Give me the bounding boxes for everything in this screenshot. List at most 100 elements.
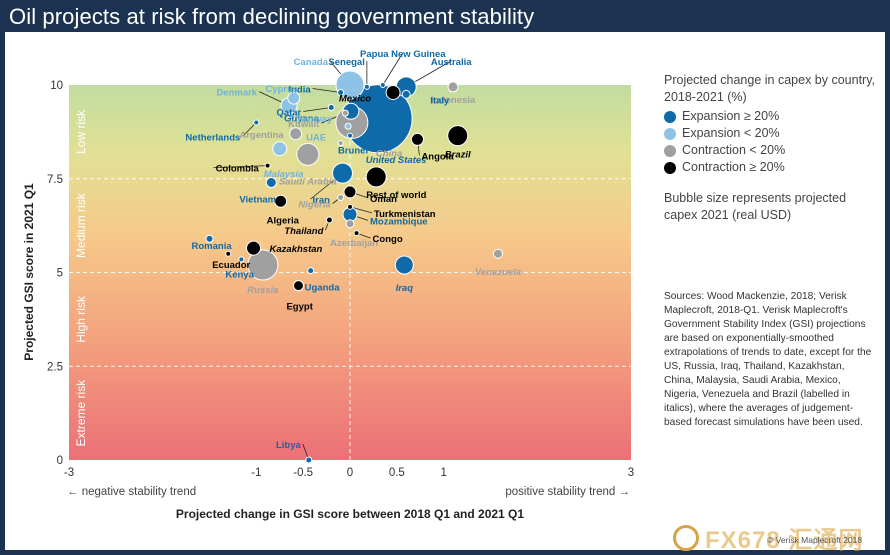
trend-right-label: positive stability trend →: [505, 486, 630, 498]
y-tick-label: 0: [57, 455, 63, 467]
label-kuwait: Kuwait: [288, 119, 320, 130]
bubbles: [205, 70, 503, 464]
label-uk: UK: [297, 149, 311, 160]
bubble-senegal: [363, 83, 370, 90]
label-guyana: Guyana: [284, 113, 320, 124]
label-vietnam: Vietnam: [239, 195, 276, 206]
bubble-saudi-arabia: [296, 142, 320, 166]
chart-panel: Low risk Medium risk High risk Extreme risk…: [5, 32, 885, 554]
legend-item-label: Contraction < 20%: [682, 143, 786, 157]
legend-dot-icon: [664, 127, 676, 140]
label-oman: Oman: [370, 194, 397, 205]
bubble-romania: [205, 234, 214, 243]
label-iran: Iran: [313, 195, 331, 206]
copyright-credit: © Verisk Maplecroft 2018: [767, 535, 863, 545]
label-italy: Italy: [430, 95, 450, 106]
bubble-oman: [343, 185, 357, 199]
x-tick-label: 1: [440, 467, 446, 479]
label-thailand: Thailand: [284, 226, 323, 237]
label-mexico: Mexico: [339, 94, 371, 105]
x-tick-label: 0.5: [389, 467, 405, 479]
label-china: China: [376, 149, 402, 160]
sources-note: Sources: Wood Mackenzie, 2018; Verisk Ma…: [664, 291, 872, 428]
bubble-malaysia: [272, 141, 288, 157]
leader-papua-new-guinea: [382, 52, 404, 86]
risk-band-label: Extreme risk: [74, 379, 88, 447]
label-ecuador: Ecuador: [212, 260, 250, 271]
bubble-size-note: Bubble size represents projected capex 2…: [664, 191, 847, 222]
bubble-kazakhstan: [246, 240, 262, 256]
bubble-norway: [288, 113, 296, 121]
leader-india: [312, 88, 341, 93]
label-papua-new-guinea: Papua New Guinea: [360, 49, 446, 60]
label-turkmenistan: Turkmenistan: [374, 209, 436, 220]
label-egypt: Egypt: [286, 302, 313, 313]
bubble-indonesia: [447, 81, 459, 93]
label-indonesia: Indonesia: [431, 95, 476, 106]
bubble-kuwait: [341, 109, 349, 117]
label-mozambique: Mozambique: [370, 216, 428, 227]
risk-bands: Low risk Medium risk High risk Extreme risk: [74, 109, 88, 447]
bubble-kenya: [238, 256, 245, 263]
y-tick-label: 2.5: [47, 361, 63, 373]
legend-item-label: Expansion ≥ 20%: [682, 109, 780, 123]
bubble-qatar: [327, 104, 335, 111]
bubble-papua-new-guinea: [379, 82, 386, 88]
label-uae: UAE: [306, 132, 326, 143]
label-malaysia: Malaysia: [264, 169, 304, 180]
label-azerbaijan: Azerbaijan: [330, 238, 378, 249]
label-libya: Libya: [276, 440, 302, 451]
bubble-ecuador: [225, 250, 232, 257]
risk-band-label: Medium risk: [74, 192, 88, 258]
legend-item-label: Contraction ≥ 20%: [682, 160, 785, 174]
legend-dot-icon: [664, 144, 676, 157]
label-qatar: Qatar: [276, 108, 301, 119]
legend-item-expansion-small: Expansion < 20%: [664, 125, 879, 142]
legend-dot-icon: [664, 161, 676, 174]
risk-band-label: High risk: [74, 295, 88, 343]
label-denmark: Denmark: [216, 88, 257, 99]
x-tick-label: -1: [251, 467, 261, 479]
x-tick-label: 0: [347, 467, 353, 479]
label-senegal: Senegal: [328, 57, 364, 68]
label-angola: Angola: [421, 151, 454, 162]
legend-item-label: Expansion < 20%: [682, 126, 780, 140]
bubble-russia: [247, 249, 279, 281]
label-congo: Congo: [373, 234, 403, 245]
bubble-uganda: [307, 267, 315, 275]
leader-netherlands: [242, 122, 257, 137]
bubble-venezuela: [492, 248, 503, 259]
bubble-egypt: [292, 280, 304, 292]
leader-qatar: [303, 107, 332, 112]
bubble-azerbaijan: [345, 219, 355, 229]
label-netherlands: Netherlands: [185, 133, 240, 144]
label-uganda: Uganda: [305, 283, 341, 294]
bubble-colombia: [264, 162, 271, 169]
label-russia: Russia: [247, 285, 278, 296]
label-united-states: United States: [366, 155, 427, 166]
bubble-nigeria: [337, 194, 345, 201]
bubble-chart: Low risk Medium risk High risk Extreme risk…: [22, 49, 634, 521]
y-tick-label: 10: [50, 80, 63, 92]
bubble-italy: [401, 89, 411, 99]
y-tick-label: 7.5: [47, 174, 63, 186]
bubble-angola: [410, 132, 424, 146]
legend: Projected change in capex by country, 20…: [664, 72, 879, 224]
label-saudi-arabia: Saudi Arabia: [279, 176, 337, 187]
bubble-iraq: [394, 255, 414, 275]
legend-dot-icon: [664, 110, 676, 123]
label-romania: Romania: [192, 241, 233, 252]
label-canada: Canada: [294, 57, 329, 68]
legend-title: Projected change in capex by country, 20…: [664, 73, 876, 104]
axis-ticks: -3 -1 -0.5 0 0.5 1 3 0 2.5 5 7.5 10: [47, 80, 634, 479]
bubble-cyprus: [287, 91, 301, 105]
bubble-rest-of-world: [365, 166, 387, 188]
label-argentina: Argentina: [239, 130, 284, 141]
label-kazakhstan: Kazakhstan: [270, 244, 323, 255]
label-algeria: Algeria: [267, 215, 300, 226]
watermark-logo-icon: [673, 524, 699, 551]
label-brunei: Brunei: [338, 146, 368, 157]
label-nigeria: Nigeria: [298, 200, 330, 211]
label-venezuela: Venezuela: [475, 267, 521, 278]
bubble-libya: [305, 456, 313, 464]
